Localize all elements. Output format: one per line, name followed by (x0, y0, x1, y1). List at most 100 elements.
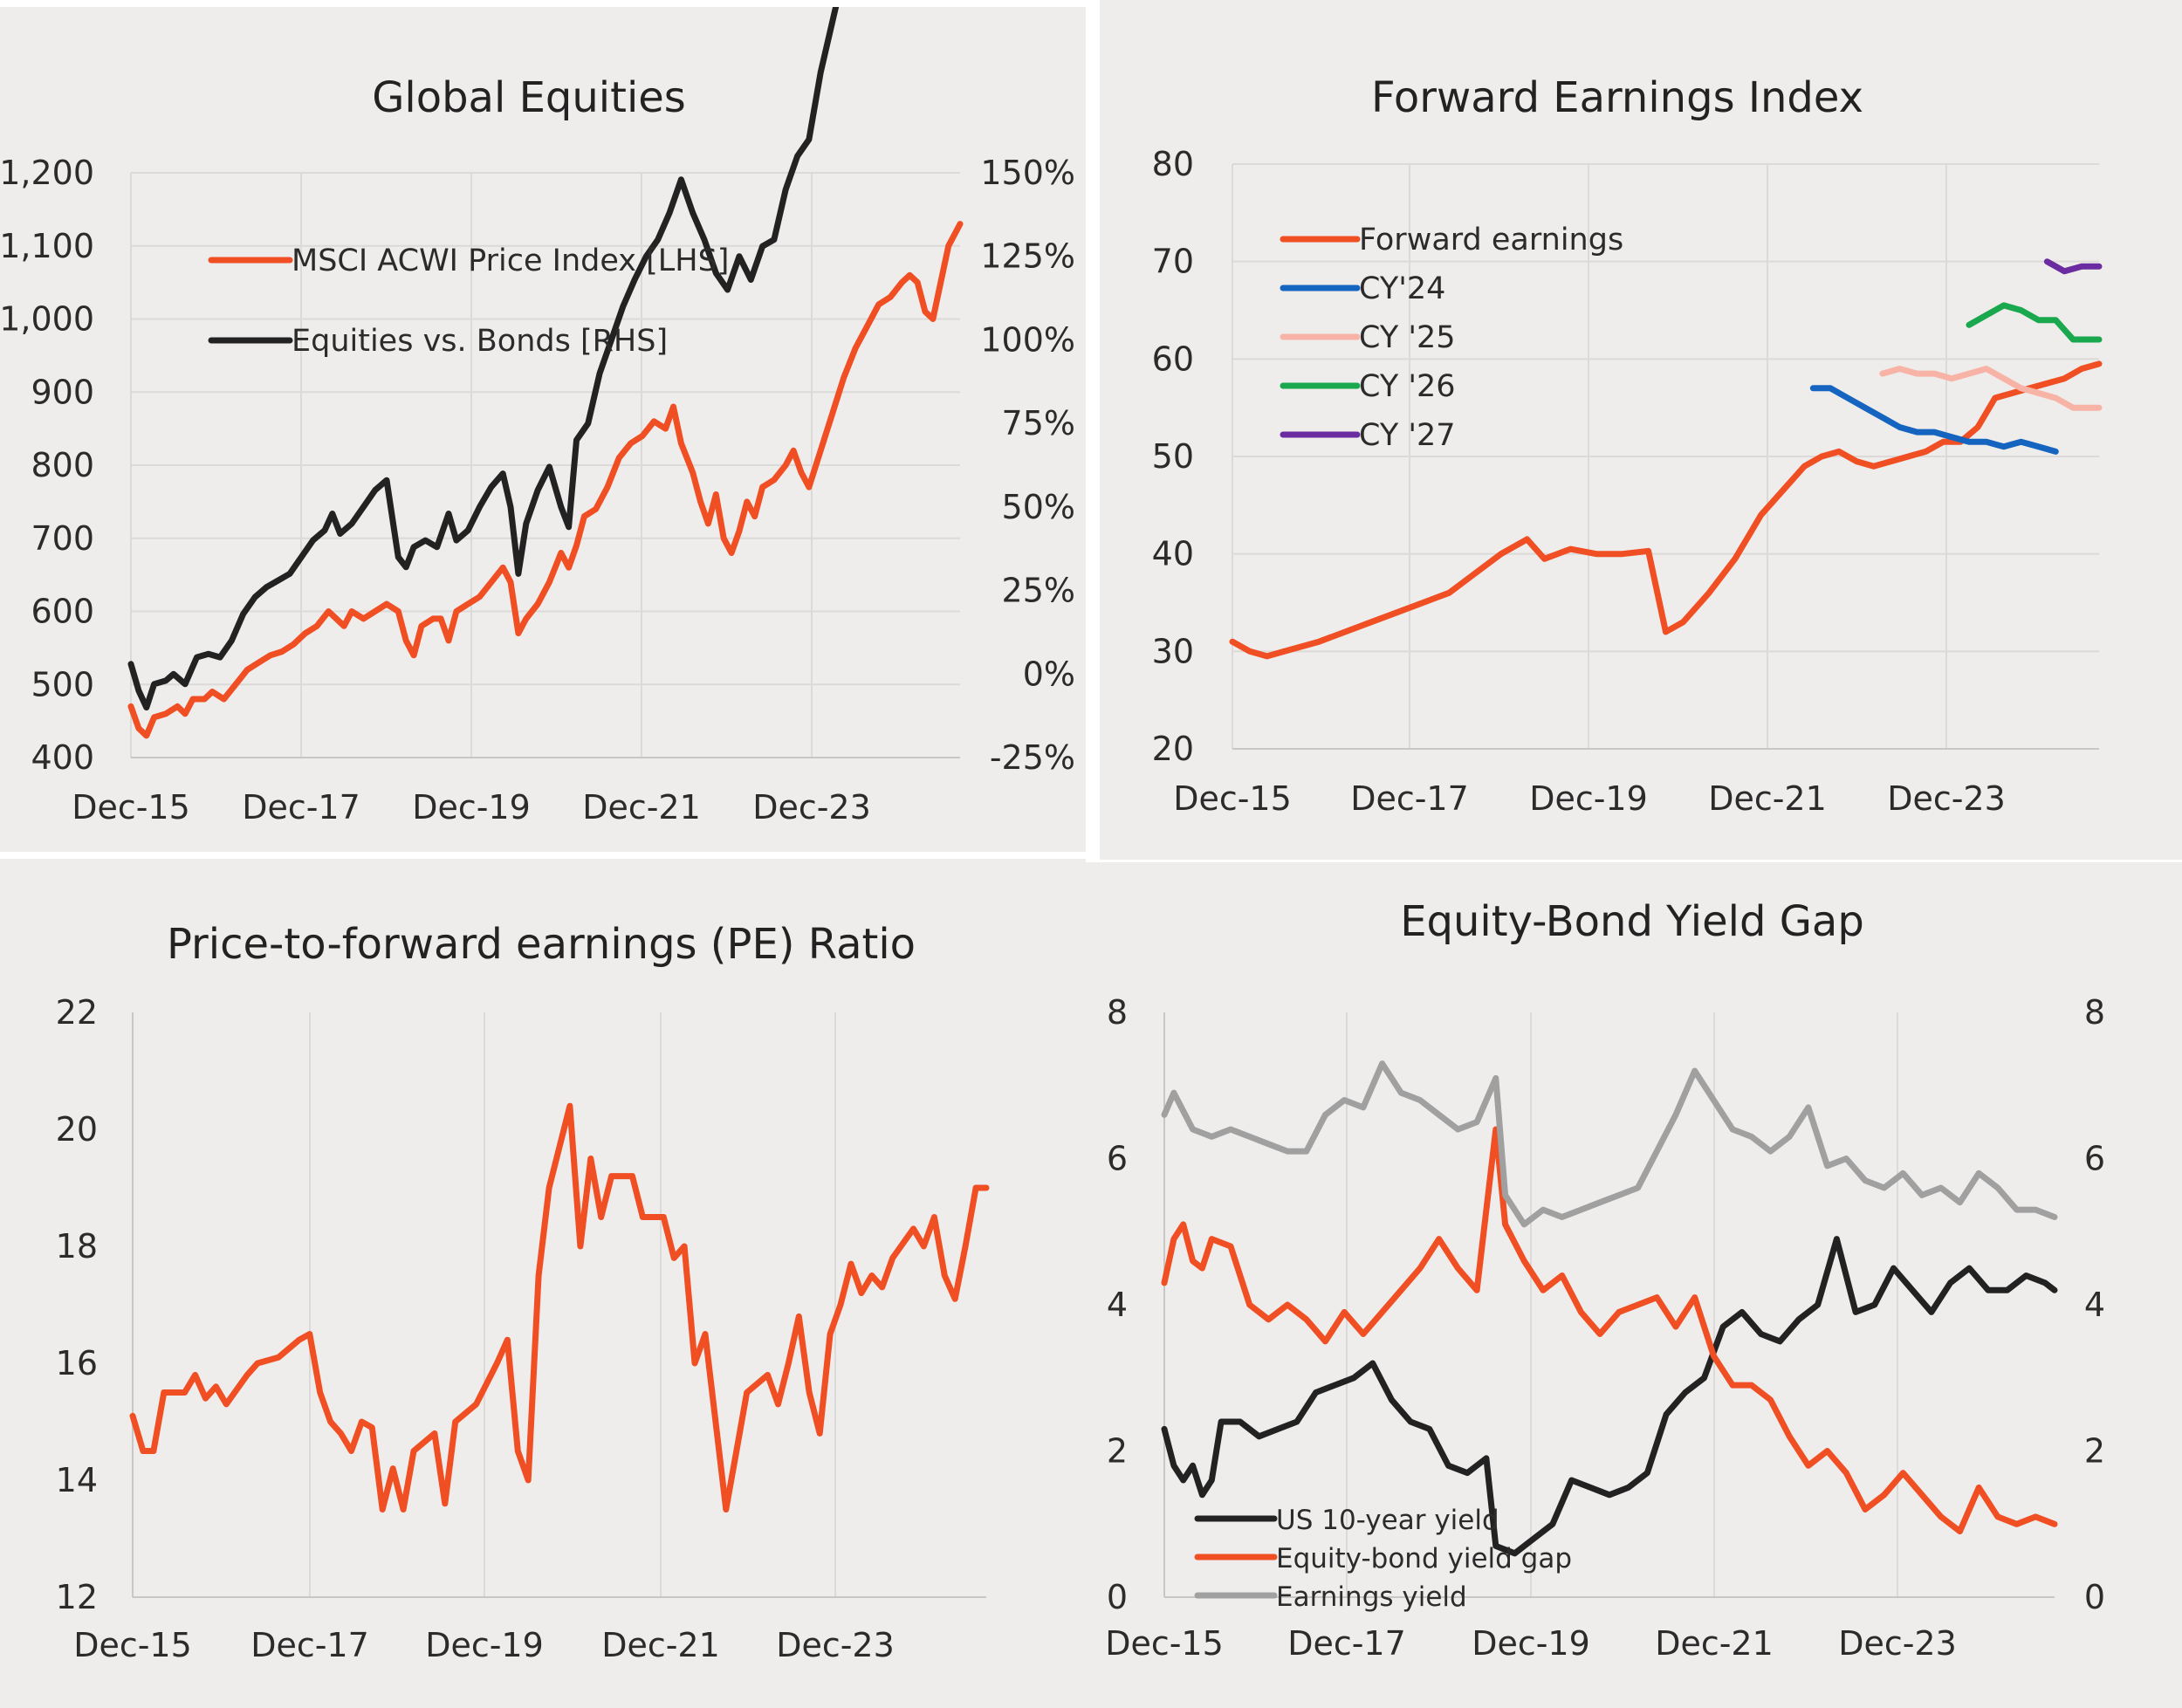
chart-equity-bond-yield-gap: Equity-Bond Yield Gap 8 6 4 2 0 8 6 4 2 0 Dec-15… (1105, 897, 2105, 1663)
x-tick-label: Dec-15 (72, 788, 190, 827)
series-line-series (129, 1102, 990, 1513)
y-tick-label: 1,200 (0, 154, 94, 192)
chart-title: Price-to-forward earnings (PE) Ratio (167, 920, 916, 969)
series-line-cy-27 (2043, 258, 2103, 275)
y-axis-right: 150% 125% 100% 75% 50% 25% 0% -25% (980, 154, 1075, 777)
y-right-tick-label: 6 (2084, 1140, 2105, 1178)
y-tick-label: 600 (31, 593, 94, 631)
y-tick-label: 900 (31, 373, 94, 411)
y-tick-label: 30 (1152, 632, 1194, 670)
y-axis-left: 1,200 1,100 1,000 900 800 700 600 500 400 (0, 154, 94, 777)
y-right-tick-label: 75% (1002, 404, 1075, 442)
x-tick-label: Dec-17 (250, 1626, 369, 1664)
y-tick-label: 0 (1107, 1578, 1128, 1616)
y-right-tick-label: 50% (1002, 488, 1075, 526)
series-line-cy-24 (1809, 385, 2059, 455)
x-tick-label: Dec-21 (1708, 779, 1827, 818)
x-tick-label: Dec-23 (752, 788, 871, 827)
x-tick-label: Dec-15 (1105, 1624, 1224, 1663)
y-right-tick-label: 125% (980, 237, 1075, 276)
y-tick-label: 16 (56, 1344, 98, 1382)
y-tick-label: 20 (56, 1110, 98, 1149)
legend-label: Equity-bond yield gap (1276, 1543, 1572, 1574)
series-line-cy-26 (1966, 302, 2103, 343)
x-tick-label: Dec-19 (412, 788, 531, 827)
x-tick-label: Dec-17 (1350, 779, 1469, 818)
legend: US 10-year yield Equity-bond yield gap Ear… (1194, 1505, 1572, 1613)
y-tick-label: 8 (1107, 993, 1128, 1032)
y-tick-label: 6 (1107, 1140, 1128, 1178)
y-right-tick-label: 8 (2084, 993, 2105, 1032)
y-tick-label: 14 (56, 1461, 98, 1499)
legend: MSCI ACWI Price Index [LHS] Equities vs. … (208, 244, 729, 359)
y-tick-label: 80 (1152, 145, 1194, 183)
chart-title: Global Equities (372, 73, 686, 122)
legend-label: CY '27 (1359, 418, 1456, 453)
series-line-equity-bond-yield-gap (1161, 1126, 2058, 1535)
y-tick-label: 1,000 (0, 300, 94, 339)
y-tick-label: 22 (56, 993, 98, 1032)
legend-label: CY'24 (1359, 271, 1445, 306)
legend-label: Equities vs. Bonds [RHS] (292, 324, 668, 359)
x-tick-label: Dec-19 (1472, 1624, 1590, 1663)
chart-global-equities: Global Equities 1,200 1,100 1,000 900 800 700… (0, 7, 1075, 827)
legend-label: CY '25 (1359, 320, 1456, 355)
x-tick-label: Dec-23 (1887, 779, 2006, 818)
legend: Forward earnings CY'24 CY '25 CY '26 CY '27 (1280, 223, 1623, 453)
chart-panel-global-equities: Global Equities 1,200 1,100 1,000 900 800 700… (0, 7, 1086, 852)
y-axis-left: 8 6 4 2 0 (1107, 993, 1128, 1616)
y-tick-label: 70 (1152, 243, 1194, 281)
y-tick-label: 700 (31, 519, 94, 558)
y-right-tick-label: 25% (1002, 572, 1075, 610)
series-line-cy-25 (1879, 366, 2103, 411)
series-line-equities-vs-bonds-rhs (127, 7, 840, 711)
chart-forward-earnings-index: Forward Earnings Index 80 70 60 50 40 30 20 De… (1152, 73, 2103, 818)
x-tick-label: Dec-15 (73, 1626, 192, 1664)
x-tick-label: Dec-17 (242, 788, 360, 827)
y-right-tick-label: 2 (2084, 1432, 2105, 1471)
x-tick-label: Dec-15 (1173, 779, 1292, 818)
y-tick-label: 800 (31, 446, 94, 484)
series-line-forward-earnings (1229, 360, 2103, 660)
y-right-tick-label: -25% (990, 738, 1075, 777)
y-tick-label: 60 (1152, 340, 1194, 378)
y-tick-label: 12 (56, 1578, 98, 1616)
y-right-tick-label: 0 (2084, 1578, 2105, 1616)
x-axis: Dec-15 Dec-17 Dec-19 Dec-21 Dec-23 (1173, 779, 2006, 818)
chart-title: Equity-Bond Yield Gap (1400, 897, 1864, 946)
x-tick-label: Dec-17 (1287, 1624, 1406, 1663)
chart-pe-ratio: Price-to-forward earnings (PE) Ratio 22 2… (56, 920, 990, 1664)
x-axis: Dec-15 Dec-17 Dec-19 Dec-21 Dec-23 (72, 788, 871, 827)
legend-label: CY '26 (1359, 369, 1456, 404)
y-tick-label: 1,100 (0, 227, 94, 265)
x-tick-label: Dec-21 (601, 1626, 720, 1664)
y-axis: 22 20 18 16 14 12 (56, 993, 98, 1616)
y-tick-label: 20 (1152, 730, 1194, 768)
x-tick-label: Dec-19 (425, 1626, 544, 1664)
x-tick-label: Dec-23 (776, 1626, 895, 1664)
y-tick-label: 500 (31, 665, 94, 703)
y-tick-label: 400 (31, 738, 94, 777)
y-tick-label: 4 (1107, 1286, 1128, 1324)
legend-label: Forward earnings (1359, 223, 1623, 257)
chart-title: Forward Earnings Index (1371, 73, 1863, 122)
x-tick-label: Dec-21 (1655, 1624, 1774, 1663)
x-tick-label: Dec-19 (1529, 779, 1648, 818)
y-axis-right: 8 6 4 2 0 (2084, 993, 2105, 1616)
series-line-us-10-year-yield (1161, 1236, 2058, 1557)
x-tick-label: Dec-23 (1838, 1624, 1957, 1663)
x-axis: Dec-15 Dec-17 Dec-19 Dec-21 Dec-23 (73, 1626, 895, 1664)
y-right-tick-label: 0% (1023, 655, 1075, 693)
y-tick-label: 40 (1152, 535, 1194, 573)
chart-panel-yield-gap: Equity-Bond Yield Gap 8 6 4 2 0 8 6 4 2 0 Dec-15… (1086, 862, 2182, 1708)
legend-label: Earnings yield (1276, 1581, 1467, 1613)
legend-label: US 10-year yield (1276, 1505, 1499, 1536)
y-right-tick-label: 100% (980, 320, 1075, 359)
legend-label: MSCI ACWI Price Index [LHS] (292, 244, 729, 278)
chart-panel-pe-ratio: Price-to-forward earnings (PE) Ratio 22 2… (0, 859, 1086, 1708)
y-right-tick-label: 150% (980, 154, 1075, 192)
y-tick-label: 50 (1152, 437, 1194, 476)
x-tick-label: Dec-21 (582, 788, 701, 827)
y-tick-label: 2 (1107, 1432, 1128, 1471)
x-axis: Dec-15 Dec-17 Dec-19 Dec-21 Dec-23 (1105, 1624, 1957, 1663)
